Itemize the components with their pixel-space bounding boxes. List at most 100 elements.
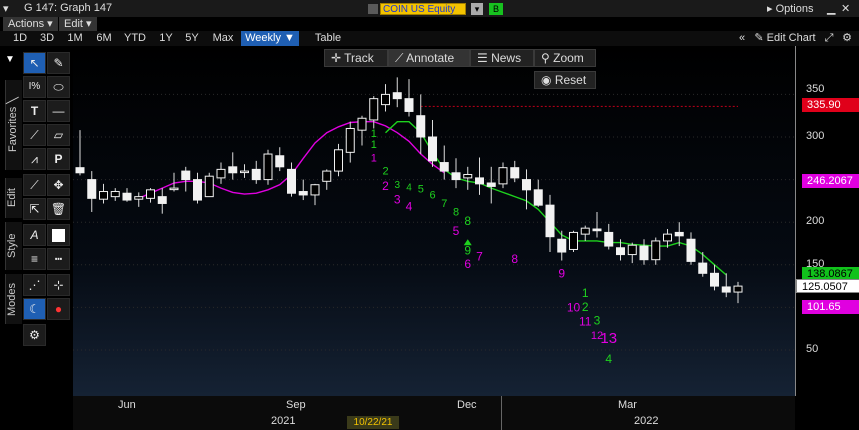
sequence-count-label: 2 bbox=[382, 165, 388, 177]
app-menu-icon[interactable]: ▾ bbox=[3, 3, 9, 15]
candle-body bbox=[475, 177, 484, 185]
candle-body bbox=[604, 231, 614, 247]
range-max[interactable]: Max bbox=[212, 32, 234, 44]
range-6m[interactable]: 6M bbox=[96, 32, 112, 44]
frequency-label: Weekly bbox=[245, 32, 281, 44]
table-button[interactable]: Table bbox=[314, 32, 342, 44]
magnet-mode-icon[interactable]: ⋰ bbox=[23, 274, 46, 296]
range-ytd[interactable]: YTD bbox=[124, 32, 146, 44]
candle-body bbox=[240, 170, 249, 174]
collapse-icon[interactable]: « bbox=[738, 32, 746, 44]
resize-icon[interactable]: ⤢ bbox=[824, 32, 834, 44]
year-divider bbox=[501, 396, 502, 430]
horizontal-line-tool-icon[interactable]: — bbox=[47, 100, 70, 122]
sequence-count-label: 2 bbox=[382, 179, 389, 193]
line-weight-icon[interactable]: ≡ bbox=[23, 248, 46, 270]
candle-body bbox=[698, 262, 708, 274]
security-badge[interactable]: B bbox=[489, 3, 503, 15]
candle-body bbox=[733, 285, 743, 293]
range-5y[interactable]: 5Y bbox=[185, 32, 199, 44]
candle-body bbox=[663, 233, 672, 242]
trendline-tool-icon[interactable]: ⟋ bbox=[23, 124, 46, 146]
annotate-label: Annotate bbox=[406, 51, 455, 65]
sequence-count-label: 12 bbox=[591, 330, 603, 342]
frequency-dropdown[interactable]: Weekly ▼ bbox=[241, 31, 299, 46]
zoom-label: Zoom bbox=[553, 51, 584, 65]
pointer-tool-icon[interactable]: ↖ bbox=[23, 52, 46, 74]
edit-menu[interactable]: Edit ▾ bbox=[59, 17, 97, 31]
candle-body bbox=[392, 92, 402, 100]
time-axis: Jun Sep Dec Mar 2021 2022 10/22/21 bbox=[73, 396, 795, 430]
palette-mode-icon[interactable]: ● bbox=[47, 298, 70, 320]
candle-body bbox=[651, 240, 661, 261]
fibonacci-tool-icon[interactable]: I% bbox=[23, 76, 46, 98]
tab-favorites[interactable]: Favorites ╲ bbox=[5, 80, 22, 170]
brush-tool-icon[interactable]: ⟋ bbox=[23, 174, 46, 196]
x-cursor-date: 10/22/21 bbox=[347, 416, 399, 429]
minimize-icon[interactable]: ▁ bbox=[827, 3, 836, 15]
range-1m[interactable]: 1M bbox=[67, 32, 83, 44]
zoom-button[interactable]: ⚲ Zoom bbox=[534, 49, 596, 67]
x-year-2021: 2021 bbox=[271, 415, 296, 427]
toolbar-collapse-icon[interactable]: ▼ bbox=[5, 54, 15, 65]
x-year-2022: 2022 bbox=[634, 415, 659, 427]
news-label: News bbox=[491, 51, 522, 65]
sequence-count-label: 8 bbox=[464, 214, 471, 228]
buy-signal-arrow bbox=[463, 239, 472, 246]
channel-tool-icon[interactable]: ▱ bbox=[47, 124, 70, 146]
sequence-count-label: 9 bbox=[464, 244, 471, 258]
candle-body bbox=[75, 167, 85, 174]
options-menu[interactable]: ▸ Options bbox=[767, 3, 814, 15]
window-title: G 147: Graph 147 bbox=[24, 2, 113, 14]
crosshair-mode-icon[interactable]: ⊹ bbox=[47, 274, 70, 296]
candle-body bbox=[381, 93, 390, 106]
x-month-mar: Mar bbox=[618, 399, 637, 411]
range-1d[interactable]: 1D bbox=[12, 32, 28, 44]
ticker-field[interactable]: COIN US Equity bbox=[380, 3, 466, 15]
range-1y[interactable]: 1Y bbox=[159, 32, 173, 44]
text-tool-icon[interactable]: T bbox=[23, 100, 46, 122]
tab-edit[interactable]: Edit bbox=[5, 178, 22, 218]
candle-body bbox=[204, 175, 214, 198]
news-button[interactable]: ☰ News bbox=[470, 49, 534, 67]
edit-menu-label: Edit bbox=[64, 18, 83, 30]
snap-mode-icon[interactable]: ☾ bbox=[23, 298, 46, 320]
candle-body bbox=[522, 179, 531, 191]
drawing-toolbar: ▼ Favorites ╲ Edit Style Modes ↖ ✎ I% ⬭ … bbox=[0, 46, 73, 376]
price-chart[interactable]: 1 2 3 4 5 2 3 4 1 1 6 7 8 5 6 7 8 9 8 9 1 2 3 10 11 12 13 4 ✛ Track… bbox=[73, 46, 795, 396]
ticker-dropdown-icon[interactable]: ▾ bbox=[471, 3, 483, 15]
candle-body bbox=[710, 272, 719, 287]
candle-body bbox=[721, 286, 731, 293]
edit-chart-button[interactable]: ✎ Edit Chart bbox=[754, 32, 816, 44]
candle-body bbox=[157, 196, 167, 204]
candle-body bbox=[99, 191, 108, 200]
tab-modes[interactable]: Modes bbox=[5, 274, 22, 324]
font-style-icon[interactable]: A bbox=[23, 224, 46, 246]
link-icon[interactable] bbox=[368, 4, 378, 14]
candle-body bbox=[322, 170, 332, 182]
color-picker-icon[interactable] bbox=[47, 224, 70, 246]
gear-icon[interactable]: ⚙ bbox=[23, 324, 46, 346]
select-area-tool-icon[interactable]: ⇱ bbox=[23, 198, 46, 220]
line-style-icon[interactable]: ┅ bbox=[47, 248, 70, 270]
track-button[interactable]: ✛ Track bbox=[324, 49, 388, 67]
candle-body bbox=[498, 167, 508, 185]
pen-tool-icon[interactable]: ✎ bbox=[47, 52, 70, 74]
reset-button[interactable]: ◉ Reset bbox=[534, 71, 596, 89]
ellipse-tool-icon[interactable]: ⬭ bbox=[47, 76, 70, 98]
annotate-button[interactable]: ⟋ Annotate bbox=[388, 49, 470, 67]
sequence-count-label: 7 bbox=[441, 198, 447, 210]
x-month-jun: Jun bbox=[118, 399, 136, 411]
x-month-sep: Sep bbox=[286, 399, 306, 411]
settings-icon[interactable]: ⚙ bbox=[842, 32, 852, 44]
range-3d[interactable]: 3D bbox=[39, 32, 55, 44]
close-icon[interactable]: ✕ bbox=[841, 3, 851, 15]
polyline-tool-icon[interactable]: ⩘ bbox=[23, 148, 46, 170]
actions-menu[interactable]: Actions ▾ bbox=[3, 17, 58, 31]
price-label-tool-icon[interactable]: P bbox=[47, 148, 70, 170]
candle-body bbox=[580, 227, 590, 235]
trash-icon[interactable]: 🗑 bbox=[47, 198, 70, 220]
move-tool-icon[interactable]: ✥ bbox=[47, 174, 70, 196]
y-tick-350: 350 bbox=[806, 83, 825, 95]
tab-style[interactable]: Style bbox=[5, 222, 22, 270]
